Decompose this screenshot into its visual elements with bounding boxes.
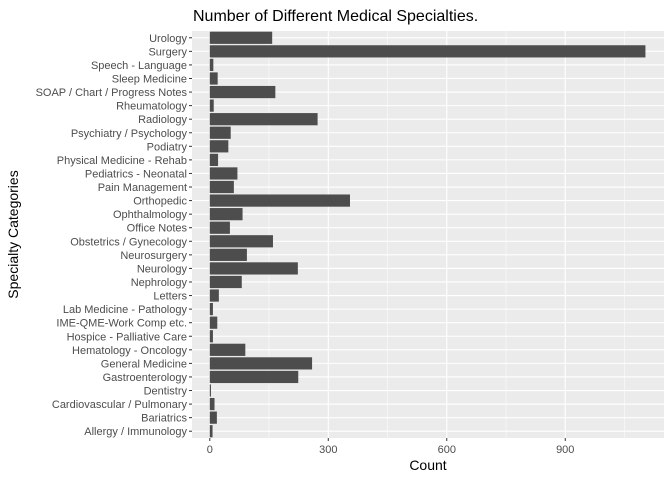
bar-lab-medicine-pathology: [209, 303, 213, 316]
bar-obstetrics-gynecology: [209, 235, 273, 248]
bar-physical-medicine-rehab: [209, 153, 219, 166]
y-tick-label: Ophthalmology: [113, 209, 187, 221]
y-tick-label: Letters: [153, 291, 187, 303]
bar-cardiovascular-pulmonary: [209, 397, 215, 411]
bar-urology: [209, 31, 273, 44]
bar-psychiatry-psychology: [209, 126, 231, 139]
bar-hematology-oncology: [209, 343, 246, 356]
y-tick-label: Speech - Language: [91, 60, 187, 72]
y-tick-label: Bariatrics: [141, 413, 187, 425]
bar-pediatrics-neonatal: [209, 167, 238, 180]
bar-gastroenterology: [209, 370, 299, 384]
y-tick-label: Physical Medicine - Rehab: [57, 155, 187, 167]
y-tick-label: Sleep Medicine: [112, 73, 187, 85]
bar-podiatry: [209, 140, 229, 153]
y-tick-label: Psychiatry / Psychology: [71, 128, 188, 140]
y-axis-title: Specialty Categories: [5, 170, 21, 298]
x-axis: 0 300 600 900: [207, 438, 574, 456]
bar-sleep-medicine: [209, 72, 218, 85]
y-tick-label: Hematology - Oncology: [72, 345, 187, 357]
bar-speech-language: [209, 58, 214, 72]
chart-title: Number of Different Medical Specialties.: [193, 8, 478, 25]
y-tick-label: Pain Management: [98, 182, 187, 194]
bar-radiology: [209, 113, 318, 126]
bar-ime-qme-work-comp-etc: [209, 316, 218, 329]
bar-letters: [209, 289, 219, 302]
bar-nephrology: [209, 275, 242, 289]
y-tick-label: Surgery: [148, 46, 187, 58]
bar-general-medicine: [209, 357, 313, 370]
plot-panel: [192, 31, 664, 438]
bar-allergy-immunology: [209, 425, 213, 438]
bar-bariatrics: [209, 411, 217, 424]
y-tick-label: Radiology: [138, 114, 187, 126]
bar-orthopedic: [209, 194, 350, 207]
y-tick-label: Hospice - Palliative Care: [67, 331, 187, 343]
y-tick-label: SOAP / Chart / Progress Notes: [36, 87, 188, 99]
y-tick-label: Allergy / Immunology: [84, 426, 187, 438]
y-tick-label: Gastroenterology: [103, 372, 188, 384]
grid-lines: [192, 31, 664, 438]
bar-surgery: [209, 45, 646, 58]
x-tick-label: 0: [207, 444, 213, 456]
x-tick-label: 900: [556, 444, 574, 456]
bar-office-notes: [209, 221, 230, 234]
bar-dentistry: [209, 384, 211, 397]
bar-soap-chart-progress-notes: [209, 85, 276, 99]
y-tick-label: Urology: [149, 33, 187, 45]
bar-neurosurgery: [209, 248, 247, 261]
y-tick-label: Cardiovascular / Pulmonary: [52, 399, 188, 411]
y-tick-label: Neurology: [137, 263, 188, 275]
y-tick-label: Lab Medicine - Pathology: [63, 304, 188, 316]
y-tick-label: Obstetrics / Gynecology: [70, 236, 187, 248]
x-tick-label: 300: [319, 444, 337, 456]
y-tick-label: IME-QME-Work Comp etc.: [56, 318, 187, 330]
y-tick-label: Office Notes: [127, 223, 188, 235]
bar-pain-management: [209, 180, 234, 194]
y-tick-label: Nephrology: [131, 277, 188, 289]
y-tick-label: Rheumatology: [116, 101, 187, 113]
y-tick-label: Pediatrics - Neonatal: [85, 168, 187, 180]
bar-hospice-palliative-care: [209, 330, 213, 343]
y-tick-label: Neurosurgery: [120, 250, 187, 262]
y-tick-label: Dentistry: [144, 386, 188, 398]
y-tick-label: Podiatry: [147, 141, 188, 153]
bar-ophthalmology: [209, 208, 243, 221]
y-tick-label: Orthopedic: [133, 196, 187, 208]
bars: [209, 31, 646, 438]
x-axis-title: Count: [409, 457, 446, 473]
y-tick-label: General Medicine: [101, 358, 187, 370]
bar-rheumatology: [209, 99, 214, 112]
bar-neurology: [209, 262, 298, 275]
x-tick-label: 600: [438, 444, 456, 456]
